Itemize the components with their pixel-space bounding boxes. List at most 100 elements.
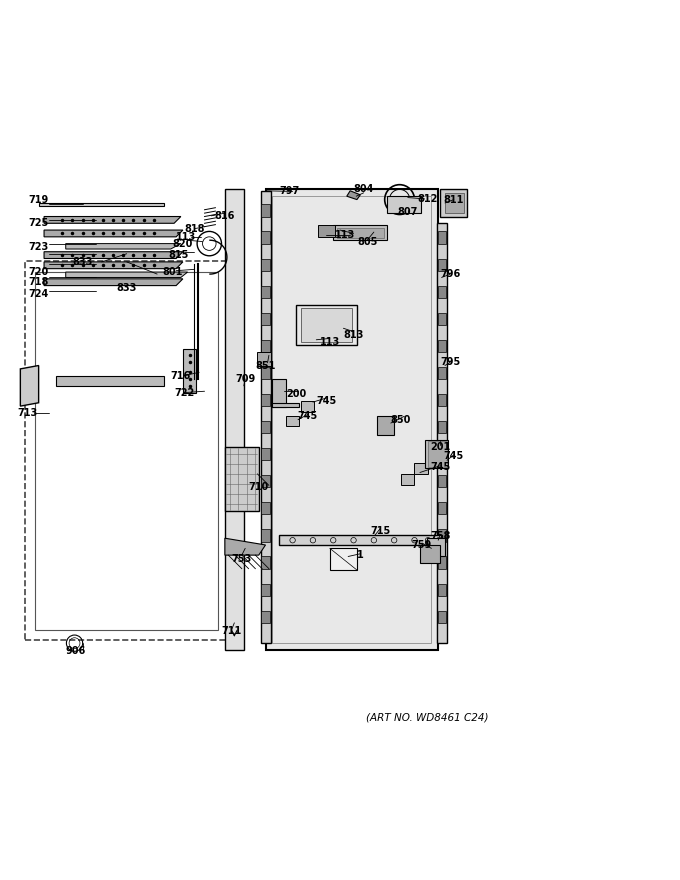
Bar	[437, 231, 446, 244]
Bar	[437, 530, 446, 541]
Polygon shape	[415, 463, 428, 473]
Text: 745: 745	[316, 396, 337, 406]
Text: 812: 812	[418, 194, 438, 204]
Polygon shape	[44, 279, 183, 286]
Polygon shape	[44, 262, 183, 268]
Bar	[261, 421, 270, 433]
Bar	[437, 556, 446, 568]
Bar	[437, 448, 446, 460]
Bar	[437, 312, 446, 325]
Bar	[261, 475, 270, 488]
Bar	[261, 340, 270, 352]
Text: 719: 719	[29, 194, 49, 204]
Bar	[437, 583, 446, 596]
Bar	[437, 340, 446, 352]
Bar	[437, 611, 446, 623]
Text: 1: 1	[357, 550, 364, 561]
Polygon shape	[56, 376, 164, 385]
Text: 851: 851	[255, 361, 275, 370]
Text: 745: 745	[430, 462, 450, 472]
Polygon shape	[225, 189, 244, 650]
Polygon shape	[440, 189, 467, 216]
Polygon shape	[437, 224, 447, 643]
Text: 201: 201	[430, 442, 450, 451]
Bar	[261, 556, 270, 568]
Text: 713: 713	[17, 408, 37, 418]
Text: 815: 815	[169, 250, 189, 260]
Bar	[337, 228, 384, 238]
Text: 725: 725	[29, 218, 49, 228]
Polygon shape	[183, 348, 197, 392]
Text: 816: 816	[215, 211, 235, 221]
Polygon shape	[260, 191, 271, 643]
Polygon shape	[426, 539, 445, 556]
Polygon shape	[272, 379, 286, 407]
Text: 753: 753	[232, 554, 252, 563]
Text: 811: 811	[443, 194, 464, 204]
Polygon shape	[257, 352, 271, 365]
Text: 818: 818	[184, 224, 205, 234]
Polygon shape	[39, 203, 164, 206]
Text: (ART NO. WD8461 C24): (ART NO. WD8461 C24)	[367, 713, 489, 722]
Polygon shape	[401, 473, 415, 485]
Bar	[301, 308, 352, 341]
Bar	[261, 286, 270, 297]
Bar	[437, 259, 446, 271]
Bar	[333, 225, 388, 240]
Text: 711: 711	[222, 626, 242, 636]
Bar	[437, 367, 446, 379]
Text: 833: 833	[116, 282, 137, 293]
Bar	[261, 611, 270, 623]
Text: 795: 795	[440, 357, 460, 367]
Polygon shape	[377, 416, 394, 435]
Bar	[388, 196, 422, 213]
Bar	[265, 189, 438, 650]
Text: 807: 807	[398, 208, 418, 217]
Bar	[25, 260, 228, 640]
Bar	[437, 475, 446, 488]
Polygon shape	[20, 365, 39, 407]
Bar	[261, 394, 270, 407]
Polygon shape	[347, 191, 360, 200]
Polygon shape	[44, 252, 183, 259]
Text: 722: 722	[174, 387, 194, 398]
Bar	[437, 286, 446, 297]
Text: 716: 716	[171, 370, 191, 381]
Polygon shape	[445, 193, 464, 213]
Bar	[261, 259, 270, 271]
Text: 724: 724	[29, 290, 49, 299]
Text: 720: 720	[29, 267, 49, 277]
Text: 718: 718	[29, 277, 49, 287]
Text: 820: 820	[173, 238, 193, 249]
Text: 833: 833	[73, 257, 93, 267]
Bar	[261, 502, 270, 515]
Polygon shape	[66, 272, 188, 277]
Bar	[437, 394, 446, 407]
Polygon shape	[279, 535, 441, 545]
Bar	[272, 196, 431, 643]
Polygon shape	[286, 415, 299, 427]
Text: 745: 745	[297, 411, 318, 422]
Polygon shape	[44, 216, 181, 224]
Text: 804: 804	[354, 185, 374, 194]
Polygon shape	[272, 403, 299, 407]
Bar	[261, 231, 270, 244]
Text: 709: 709	[235, 374, 255, 384]
Text: 801: 801	[163, 267, 183, 277]
Text: 805: 805	[357, 238, 377, 247]
Polygon shape	[420, 545, 440, 563]
Polygon shape	[44, 230, 183, 237]
Text: 850: 850	[391, 414, 411, 425]
Text: 759: 759	[411, 540, 431, 550]
Bar	[261, 367, 270, 379]
Polygon shape	[66, 244, 181, 249]
Text: 715: 715	[371, 526, 391, 537]
Bar	[261, 530, 270, 541]
Text: 113: 113	[176, 231, 197, 242]
Polygon shape	[330, 548, 357, 570]
Bar	[261, 448, 270, 460]
Text: 113: 113	[335, 230, 356, 240]
Text: 796: 796	[440, 269, 460, 279]
Polygon shape	[428, 442, 447, 467]
Text: 906: 906	[66, 646, 86, 656]
